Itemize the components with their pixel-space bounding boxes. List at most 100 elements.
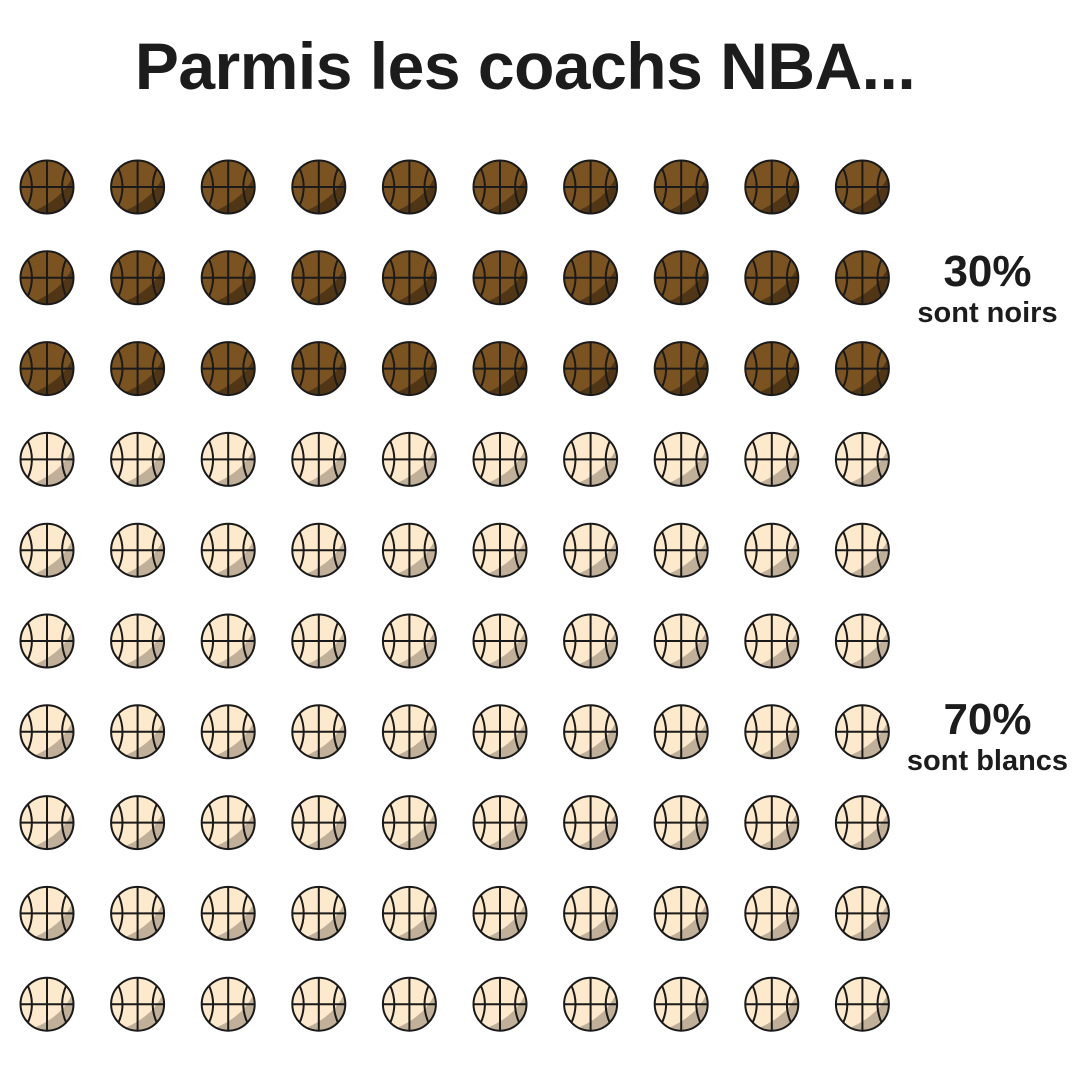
basketball-icon bbox=[291, 522, 347, 578]
basketball-icon bbox=[381, 704, 437, 760]
basketball-icon bbox=[19, 522, 75, 578]
basketball-icon bbox=[653, 522, 709, 578]
basketball-icon bbox=[563, 704, 619, 760]
basketball-icon bbox=[200, 976, 256, 1032]
basketball-icon bbox=[200, 159, 256, 215]
annotation-blancs-label: sont blancs bbox=[906, 745, 1069, 777]
basketball-icon bbox=[563, 341, 619, 397]
basketball-icon bbox=[834, 431, 890, 487]
chart-title: Parmis les coachs NBA... bbox=[134, 29, 916, 103]
basketball-icon bbox=[744, 976, 800, 1032]
basketball-icon bbox=[834, 885, 890, 941]
basketball-icon bbox=[834, 795, 890, 851]
basketball-icon bbox=[472, 885, 528, 941]
basketball-icon bbox=[744, 885, 800, 941]
basketball-icon bbox=[200, 885, 256, 941]
basketball-icon bbox=[834, 613, 890, 669]
annotation-noirs-label: sont noirs bbox=[917, 297, 1058, 329]
basketball-icon bbox=[834, 704, 890, 760]
basketball-icon bbox=[200, 431, 256, 487]
basketball-icon bbox=[381, 885, 437, 941]
basketball-icon bbox=[291, 250, 347, 306]
basketball-icon bbox=[472, 159, 528, 215]
basketball-icon bbox=[200, 704, 256, 760]
basketball-icon bbox=[744, 795, 800, 851]
basketball-icon bbox=[19, 431, 75, 487]
basketball-icon bbox=[291, 885, 347, 941]
basketball-icon bbox=[563, 522, 619, 578]
basketball-icon bbox=[744, 613, 800, 669]
basketball-icon bbox=[563, 250, 619, 306]
basketball-icon bbox=[291, 704, 347, 760]
basketball-icon bbox=[200, 341, 256, 397]
basketball-icon bbox=[110, 159, 166, 215]
basketball-icon bbox=[381, 522, 437, 578]
basketball-icon bbox=[834, 522, 890, 578]
basketball-icon bbox=[653, 613, 709, 669]
basketball-icon bbox=[291, 341, 347, 397]
basketball-icon bbox=[110, 704, 166, 760]
basketball-icon bbox=[110, 795, 166, 851]
basketball-icon bbox=[653, 431, 709, 487]
basketball-icon bbox=[19, 159, 75, 215]
basketball-icon bbox=[472, 250, 528, 306]
basketball-icon bbox=[200, 795, 256, 851]
basketball-icon bbox=[110, 976, 166, 1032]
basketball-icon bbox=[563, 976, 619, 1032]
basketball-icon bbox=[200, 613, 256, 669]
basketball-icon bbox=[110, 341, 166, 397]
basketball-icon bbox=[472, 431, 528, 487]
basketball-icon bbox=[291, 159, 347, 215]
basketball-icon bbox=[472, 704, 528, 760]
basketball-icon bbox=[472, 976, 528, 1032]
basketball-icon bbox=[563, 613, 619, 669]
basketball-icon bbox=[653, 341, 709, 397]
basketball-icon bbox=[291, 795, 347, 851]
basketball-icon bbox=[19, 795, 75, 851]
annotation-blancs: 70% sont blancs bbox=[895, 696, 1080, 778]
basketball-icon bbox=[110, 885, 166, 941]
basketball-icon bbox=[563, 795, 619, 851]
basketball-icon bbox=[381, 976, 437, 1032]
basketball-icon bbox=[110, 431, 166, 487]
annotation-noirs-percent: 30% bbox=[943, 247, 1032, 296]
basketball-icon bbox=[653, 704, 709, 760]
basketball-icon bbox=[744, 431, 800, 487]
basketball-icon bbox=[19, 885, 75, 941]
basketball-icon bbox=[744, 250, 800, 306]
basketball-icon bbox=[563, 431, 619, 487]
basketball-icon bbox=[19, 976, 75, 1032]
basketball-icon bbox=[472, 613, 528, 669]
basketball-icon bbox=[381, 795, 437, 851]
basketball-icon bbox=[381, 613, 437, 669]
basketball-icon bbox=[110, 522, 166, 578]
basketball-icon bbox=[19, 613, 75, 669]
basketball-icon bbox=[834, 159, 890, 215]
basketball-icon bbox=[381, 159, 437, 215]
basketball-icon bbox=[19, 704, 75, 760]
basketball-icon bbox=[200, 522, 256, 578]
basketball-icon bbox=[291, 431, 347, 487]
basketball-icon bbox=[200, 250, 256, 306]
basketball-icon bbox=[381, 250, 437, 306]
basketball-icon bbox=[653, 159, 709, 215]
basketball-icon bbox=[110, 250, 166, 306]
basketball-icon bbox=[381, 431, 437, 487]
basketball-icon bbox=[744, 522, 800, 578]
basketball-icon bbox=[563, 159, 619, 215]
basketball-icon bbox=[472, 341, 528, 397]
basketball-icon bbox=[744, 159, 800, 215]
basketball-icon bbox=[834, 976, 890, 1032]
annotation-noirs: 30% sont noirs bbox=[895, 248, 1080, 330]
basketball-icon bbox=[291, 976, 347, 1032]
basketball-icon bbox=[653, 795, 709, 851]
basketball-icon bbox=[563, 885, 619, 941]
basketball-icon bbox=[744, 704, 800, 760]
basketball-icon bbox=[834, 341, 890, 397]
annotation-blancs-percent: 70% bbox=[943, 695, 1032, 744]
basketball-icon bbox=[291, 613, 347, 669]
basketball-icon bbox=[19, 250, 75, 306]
basketball-icon bbox=[19, 341, 75, 397]
basketball-icon bbox=[472, 795, 528, 851]
